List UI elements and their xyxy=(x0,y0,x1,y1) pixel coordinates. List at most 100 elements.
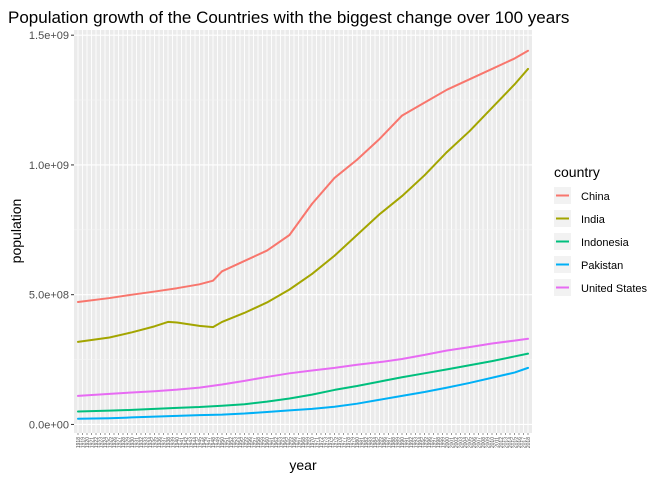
series-line-india xyxy=(77,67,529,343)
x-tick-label: 2000 xyxy=(445,437,451,448)
x-tick-label: 1986 xyxy=(382,437,388,448)
x-tick-label: 1980 xyxy=(355,437,361,448)
x-tick-label: 1961 xyxy=(269,437,275,448)
x-tick-label: 1973 xyxy=(323,437,329,448)
x-tick-label: 1921 xyxy=(89,437,95,448)
chart-title: Population growth of the Countries with … xyxy=(8,8,569,27)
x-tick-label: 1978 xyxy=(346,437,352,448)
y-tick-label: 0.0e+00 xyxy=(29,419,69,431)
x-tick-label: 2013 xyxy=(503,437,509,448)
x-tick-label: 1929 xyxy=(125,437,131,448)
x-tick-label: 1937 xyxy=(161,437,167,448)
x-tick-label: 1954 xyxy=(238,437,244,448)
legend: country China India Indonesia Pakistan Unite… xyxy=(554,164,648,296)
grid-lines xyxy=(74,30,532,433)
x-tick-label: 1959 xyxy=(260,437,266,448)
legend-items: China India Indonesia Pakistan United States xyxy=(554,187,648,296)
x-tick-label: 1989 xyxy=(395,437,401,448)
x-tick-label: 1931 xyxy=(134,437,140,448)
x-tick-label: 1939 xyxy=(170,437,176,448)
x-tick-label: 1938 xyxy=(166,437,172,448)
x-tick-label: 1968 xyxy=(301,437,307,448)
x-tick-label: 2014 xyxy=(508,437,514,448)
x-tick-label: 2015 xyxy=(512,437,518,448)
x-tick-label: 1933 xyxy=(143,437,149,448)
x-tick-label: 1918 xyxy=(76,437,82,448)
x-tick-label: 1944 xyxy=(193,437,199,448)
x-axis: 1918191919201921192219231924192519261927… xyxy=(76,433,532,448)
x-tick-label: 1974 xyxy=(328,437,334,448)
x-tick-label: 1940 xyxy=(175,437,181,448)
x-tick-label: 2001 xyxy=(449,437,455,448)
x-tick-label: 1920 xyxy=(85,437,91,448)
x-tick-label: 1922 xyxy=(94,437,100,448)
x-tick-label: 1966 xyxy=(292,437,298,448)
x-tick-label: 1982 xyxy=(364,437,370,448)
x-tick-label: 1972 xyxy=(319,437,325,448)
x-tick-label: 1953 xyxy=(233,437,239,448)
x-tick-label: 1995 xyxy=(422,437,428,448)
x-tick-label: 1947 xyxy=(206,437,212,448)
x-tick-label: 1919 xyxy=(80,437,86,448)
x-tick-label: 1997 xyxy=(431,437,437,448)
x-tick-label: 1930 xyxy=(130,437,136,448)
x-tick-label: 1950 xyxy=(220,437,226,448)
x-tick-label: 1932 xyxy=(139,437,145,448)
x-tick-label: 2003 xyxy=(458,437,464,448)
x-tick-label: 1963 xyxy=(278,437,284,448)
x-tick-label: 1971 xyxy=(314,437,320,448)
x-tick-label: 1999 xyxy=(440,437,446,448)
y-axis-title: population xyxy=(8,199,24,264)
x-tick-label: 1993 xyxy=(413,437,419,448)
x-tick-label: 1994 xyxy=(418,437,424,448)
x-tick-label: 1964 xyxy=(283,437,289,448)
legend-label: India xyxy=(581,214,606,226)
series-lines xyxy=(77,49,529,420)
x-tick-label: 1941 xyxy=(179,437,185,448)
legend-label: Indonesia xyxy=(581,237,630,249)
x-tick-label: 1943 xyxy=(188,437,194,448)
x-tick-label: 2005 xyxy=(467,437,473,448)
x-tick-label: 1976 xyxy=(337,437,343,448)
x-tick-label: 1949 xyxy=(215,437,221,448)
series-line-indonesia xyxy=(77,352,529,413)
y-tick-label: 1.0e+09 xyxy=(29,160,69,172)
x-tick-label: 2009 xyxy=(485,437,491,448)
series-line-pakistan xyxy=(77,366,529,420)
x-tick-label: 1990 xyxy=(400,437,406,448)
x-tick-label: 1983 xyxy=(368,437,374,448)
x-tick-label: 1988 xyxy=(391,437,397,448)
x-tick-label: 1958 xyxy=(256,437,262,448)
x-tick-label: 1957 xyxy=(251,437,257,448)
legend-label: China xyxy=(581,191,611,203)
x-tick-label: 1992 xyxy=(409,437,415,448)
x-tick-label: 1996 xyxy=(427,437,433,448)
x-tick-label: 1985 xyxy=(377,437,383,448)
x-tick-label: 1925 xyxy=(107,437,113,448)
series-line-china xyxy=(77,49,529,303)
y-tick-label: 5.0e+08 xyxy=(29,290,69,302)
x-tick-label: 2016 xyxy=(517,437,523,448)
x-tick-label: 1987 xyxy=(386,437,392,448)
legend-title: country xyxy=(554,164,600,180)
x-tick-label: 1934 xyxy=(148,437,154,448)
x-tick-label: 2017 xyxy=(521,437,527,448)
x-tick-label: 2004 xyxy=(463,437,469,448)
x-tick-label: 1977 xyxy=(341,437,347,448)
x-tick-label: 2007 xyxy=(476,437,482,448)
x-tick-label: 1936 xyxy=(157,437,163,448)
legend-label: United States xyxy=(581,283,648,295)
x-axis-title: year xyxy=(289,457,317,473)
x-tick-label: 1924 xyxy=(103,437,109,448)
x-tick-label: 1962 xyxy=(274,437,280,448)
x-tick-label: 2002 xyxy=(454,437,460,448)
legend-label: Pakistan xyxy=(581,260,623,272)
x-tick-label: 1927 xyxy=(116,437,122,448)
x-tick-label: 1923 xyxy=(98,437,104,448)
series-line-united-states xyxy=(77,337,529,397)
x-tick-label: 1969 xyxy=(305,437,311,448)
x-tick-label: 1967 xyxy=(296,437,302,448)
x-tick-label: 1960 xyxy=(265,437,271,448)
x-tick-label: 1945 xyxy=(197,437,203,448)
